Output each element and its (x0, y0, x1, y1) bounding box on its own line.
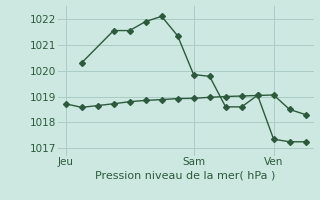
X-axis label: Pression niveau de la mer( hPa ): Pression niveau de la mer( hPa ) (95, 170, 276, 180)
